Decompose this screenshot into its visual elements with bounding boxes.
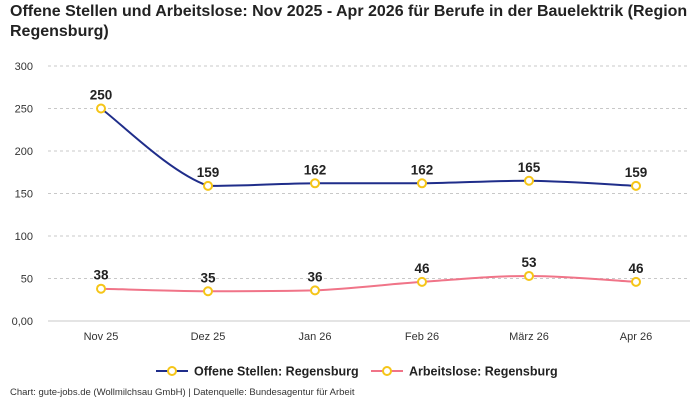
x-tick-label: Feb 26 [405,331,439,343]
y-tick-label: 50 [21,274,33,286]
x-axis-ticks: Nov 25 Dez 25 Jan 26 Feb 26 März 26 Apr 26 [84,331,653,343]
data-label: 53 [521,255,537,270]
data-labels: 250 159 162 162 165 159 38 35 36 46 53 46 [90,88,648,286]
data-label: 162 [304,162,327,177]
y-axis-ticks: 0,00 50 100 150 200 250 300 [12,61,33,328]
data-point[interactable] [310,178,320,189]
source-credit: Chart: gute-jobs.de (Wollmilchsau GmbH) … [10,387,355,398]
data-point[interactable] [96,103,106,114]
data-label: 250 [90,88,113,103]
series-group [96,103,641,297]
data-label: 159 [625,165,648,180]
legend-item[interactable]: Offene Stellen: Regensburg [156,365,359,379]
legend-swatch-marker [167,366,177,376]
x-tick-label: Nov 25 [84,331,119,343]
data-point[interactable] [631,276,641,287]
data-label: 46 [414,261,430,276]
x-tick-label: Jan 26 [298,331,331,343]
legend-label: Arbeitslose: Regensburg [409,365,558,379]
data-point[interactable] [524,175,534,186]
data-label: 159 [197,165,220,180]
legend-item[interactable]: Arbeitslose: Regensburg [371,365,558,379]
data-point[interactable] [631,180,641,191]
series-line [100,107,637,187]
y-tick-label: 300 [15,61,33,73]
data-label: 38 [93,268,109,283]
data-point[interactable] [203,286,213,297]
x-tick-label: Dez 25 [191,331,226,343]
x-tick-label: März 26 [509,331,549,343]
y-tick-label: 0,00 [12,316,33,328]
data-point[interactable] [310,285,320,296]
data-point[interactable] [524,270,534,281]
data-label: 165 [518,160,541,175]
y-tick-label: 100 [15,231,33,243]
data-label: 35 [200,270,216,285]
legend[interactable]: Offene Stellen: Regensburg Arbeitslose: R… [156,365,558,379]
legend-swatch-marker [382,366,392,376]
data-label: 36 [307,269,323,284]
data-label: 162 [411,162,434,177]
x-tick-label: Apr 26 [620,331,652,343]
data-label: 46 [628,261,644,276]
series-line [100,274,637,293]
y-tick-label: 250 [15,104,33,116]
y-tick-label: 150 [15,189,33,201]
y-tick-label: 200 [15,146,33,158]
gridlines [48,65,690,322]
data-point[interactable] [417,178,427,189]
data-point[interactable] [417,276,427,287]
chart-title: Offene Stellen und Arbeitslose: Nov 2025… [10,3,688,40]
legend-label: Offene Stellen: Regensburg [194,365,359,379]
data-point[interactable] [203,180,213,191]
data-point[interactable] [96,283,106,294]
